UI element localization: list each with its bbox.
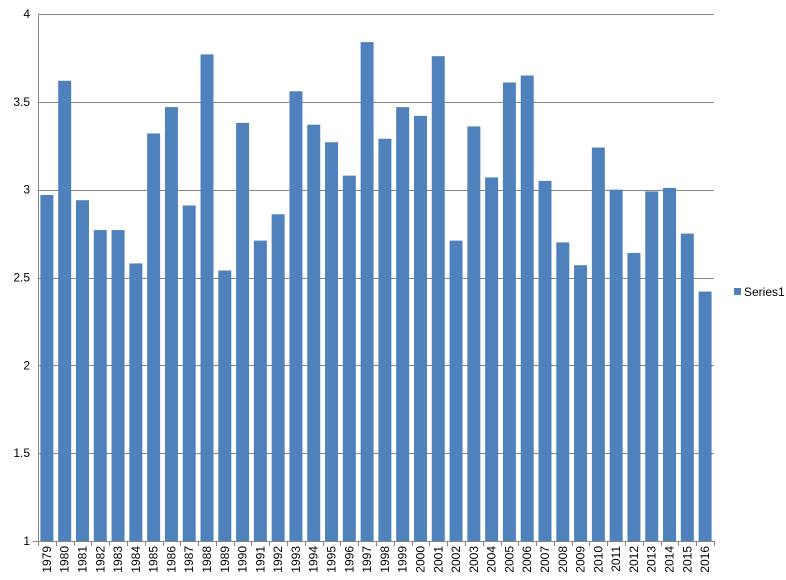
- y-tick-label: 2.5: [13, 271, 30, 285]
- x-tick-label: 1983: [111, 546, 125, 573]
- x-tick-label: 1986: [164, 546, 178, 573]
- x-tick-label: 1979: [40, 546, 54, 573]
- bar: [556, 242, 570, 541]
- x-tick-label: 2010: [591, 546, 605, 573]
- x-tick-label: 1999: [396, 546, 410, 573]
- bar: [218, 270, 232, 541]
- bar: [129, 263, 143, 541]
- bars: [40, 42, 712, 542]
- bar: [485, 177, 499, 541]
- x-tick-label: 2016: [698, 546, 712, 573]
- y-tick-label: 1: [23, 534, 30, 548]
- x-tick-label: 1993: [289, 546, 303, 573]
- y-tick-label: 4: [23, 7, 30, 21]
- bar: [502, 82, 516, 541]
- legend-swatch: [734, 288, 741, 295]
- x-tick-label: 1985: [147, 546, 161, 573]
- bar: [182, 205, 196, 541]
- bar: [289, 91, 303, 541]
- bar: [413, 115, 427, 542]
- bar: [325, 142, 339, 541]
- bar: [591, 147, 605, 542]
- x-axis-ticks: 1979 1980 1981 1982 1983 1984 1985 1986 1987 1988…: [40, 546, 712, 573]
- bar: [360, 42, 374, 542]
- x-tick-label: 1991: [253, 546, 267, 573]
- x-tick-label: 2001: [431, 546, 445, 573]
- x-tick-label: 1995: [325, 546, 339, 573]
- legend-label: Series1: [744, 285, 785, 299]
- x-tick-label: 2007: [538, 546, 552, 573]
- bar: [58, 80, 72, 542]
- x-tick-label: 2008: [556, 546, 570, 573]
- bar: [378, 138, 392, 541]
- bar: [307, 124, 321, 542]
- x-tick-label: 1984: [129, 546, 143, 573]
- x-tick-label: 1982: [93, 546, 107, 573]
- x-tick-label: 1988: [200, 546, 214, 573]
- y-tick-label: 2: [23, 358, 30, 372]
- bar: [680, 233, 694, 542]
- x-tick-label: 2005: [502, 546, 516, 573]
- x-tick-label: 2004: [485, 546, 499, 573]
- bar: [609, 189, 623, 541]
- bar: [111, 230, 125, 541]
- y-axis-ticks: 1 1.5 2 2.5 3 3.5 4: [13, 7, 30, 548]
- x-tick-label: 1980: [58, 546, 72, 573]
- x-tick-label: 1994: [307, 546, 321, 573]
- bar: [538, 180, 552, 541]
- x-tick-label: 1981: [75, 546, 89, 573]
- bar: [147, 133, 161, 541]
- bar: [698, 291, 712, 541]
- bar: [164, 107, 178, 541]
- legend: Series1: [734, 285, 785, 299]
- x-tick-label: 1998: [378, 546, 392, 573]
- y-tick-label: 1.5: [13, 446, 30, 460]
- bar: [93, 230, 107, 541]
- x-tick-label: 1990: [236, 546, 250, 573]
- bar: [645, 191, 659, 541]
- y-tick-label: 3.5: [13, 95, 30, 109]
- bar: [574, 265, 588, 541]
- bar: [200, 54, 214, 542]
- bar: [467, 126, 481, 541]
- bar: [236, 122, 250, 541]
- y-tick-label: 3: [23, 183, 30, 197]
- bar: [520, 75, 534, 541]
- bar: [271, 214, 285, 541]
- x-tick-label: 1996: [342, 546, 356, 573]
- x-tick-label: 2012: [627, 546, 641, 573]
- bar: [396, 107, 410, 541]
- x-tick-label: 2006: [520, 546, 534, 573]
- x-tick-label: 2003: [467, 546, 481, 573]
- x-tick-label: 2011: [609, 546, 623, 572]
- bar: [40, 194, 54, 542]
- bar: [431, 56, 445, 541]
- x-tick-label: 1987: [182, 546, 196, 573]
- bar: [663, 187, 677, 541]
- x-tick-label: 2015: [680, 546, 694, 573]
- x-tick-label: 2013: [645, 546, 659, 573]
- x-tick-label: 2014: [663, 546, 677, 573]
- bar: [75, 200, 89, 541]
- x-tick-label: 2000: [413, 546, 427, 573]
- bar: [253, 240, 267, 542]
- x-tick-label: 2002: [449, 546, 463, 573]
- x-tick-label: 2009: [574, 546, 588, 573]
- x-tick-label: 1997: [360, 546, 374, 573]
- bar: [449, 240, 463, 542]
- bar: [342, 175, 356, 541]
- bar: [627, 252, 641, 541]
- x-tick-label: 1989: [218, 546, 232, 573]
- x-tick-label: 1992: [271, 546, 285, 573]
- axes: [33, 14, 715, 546]
